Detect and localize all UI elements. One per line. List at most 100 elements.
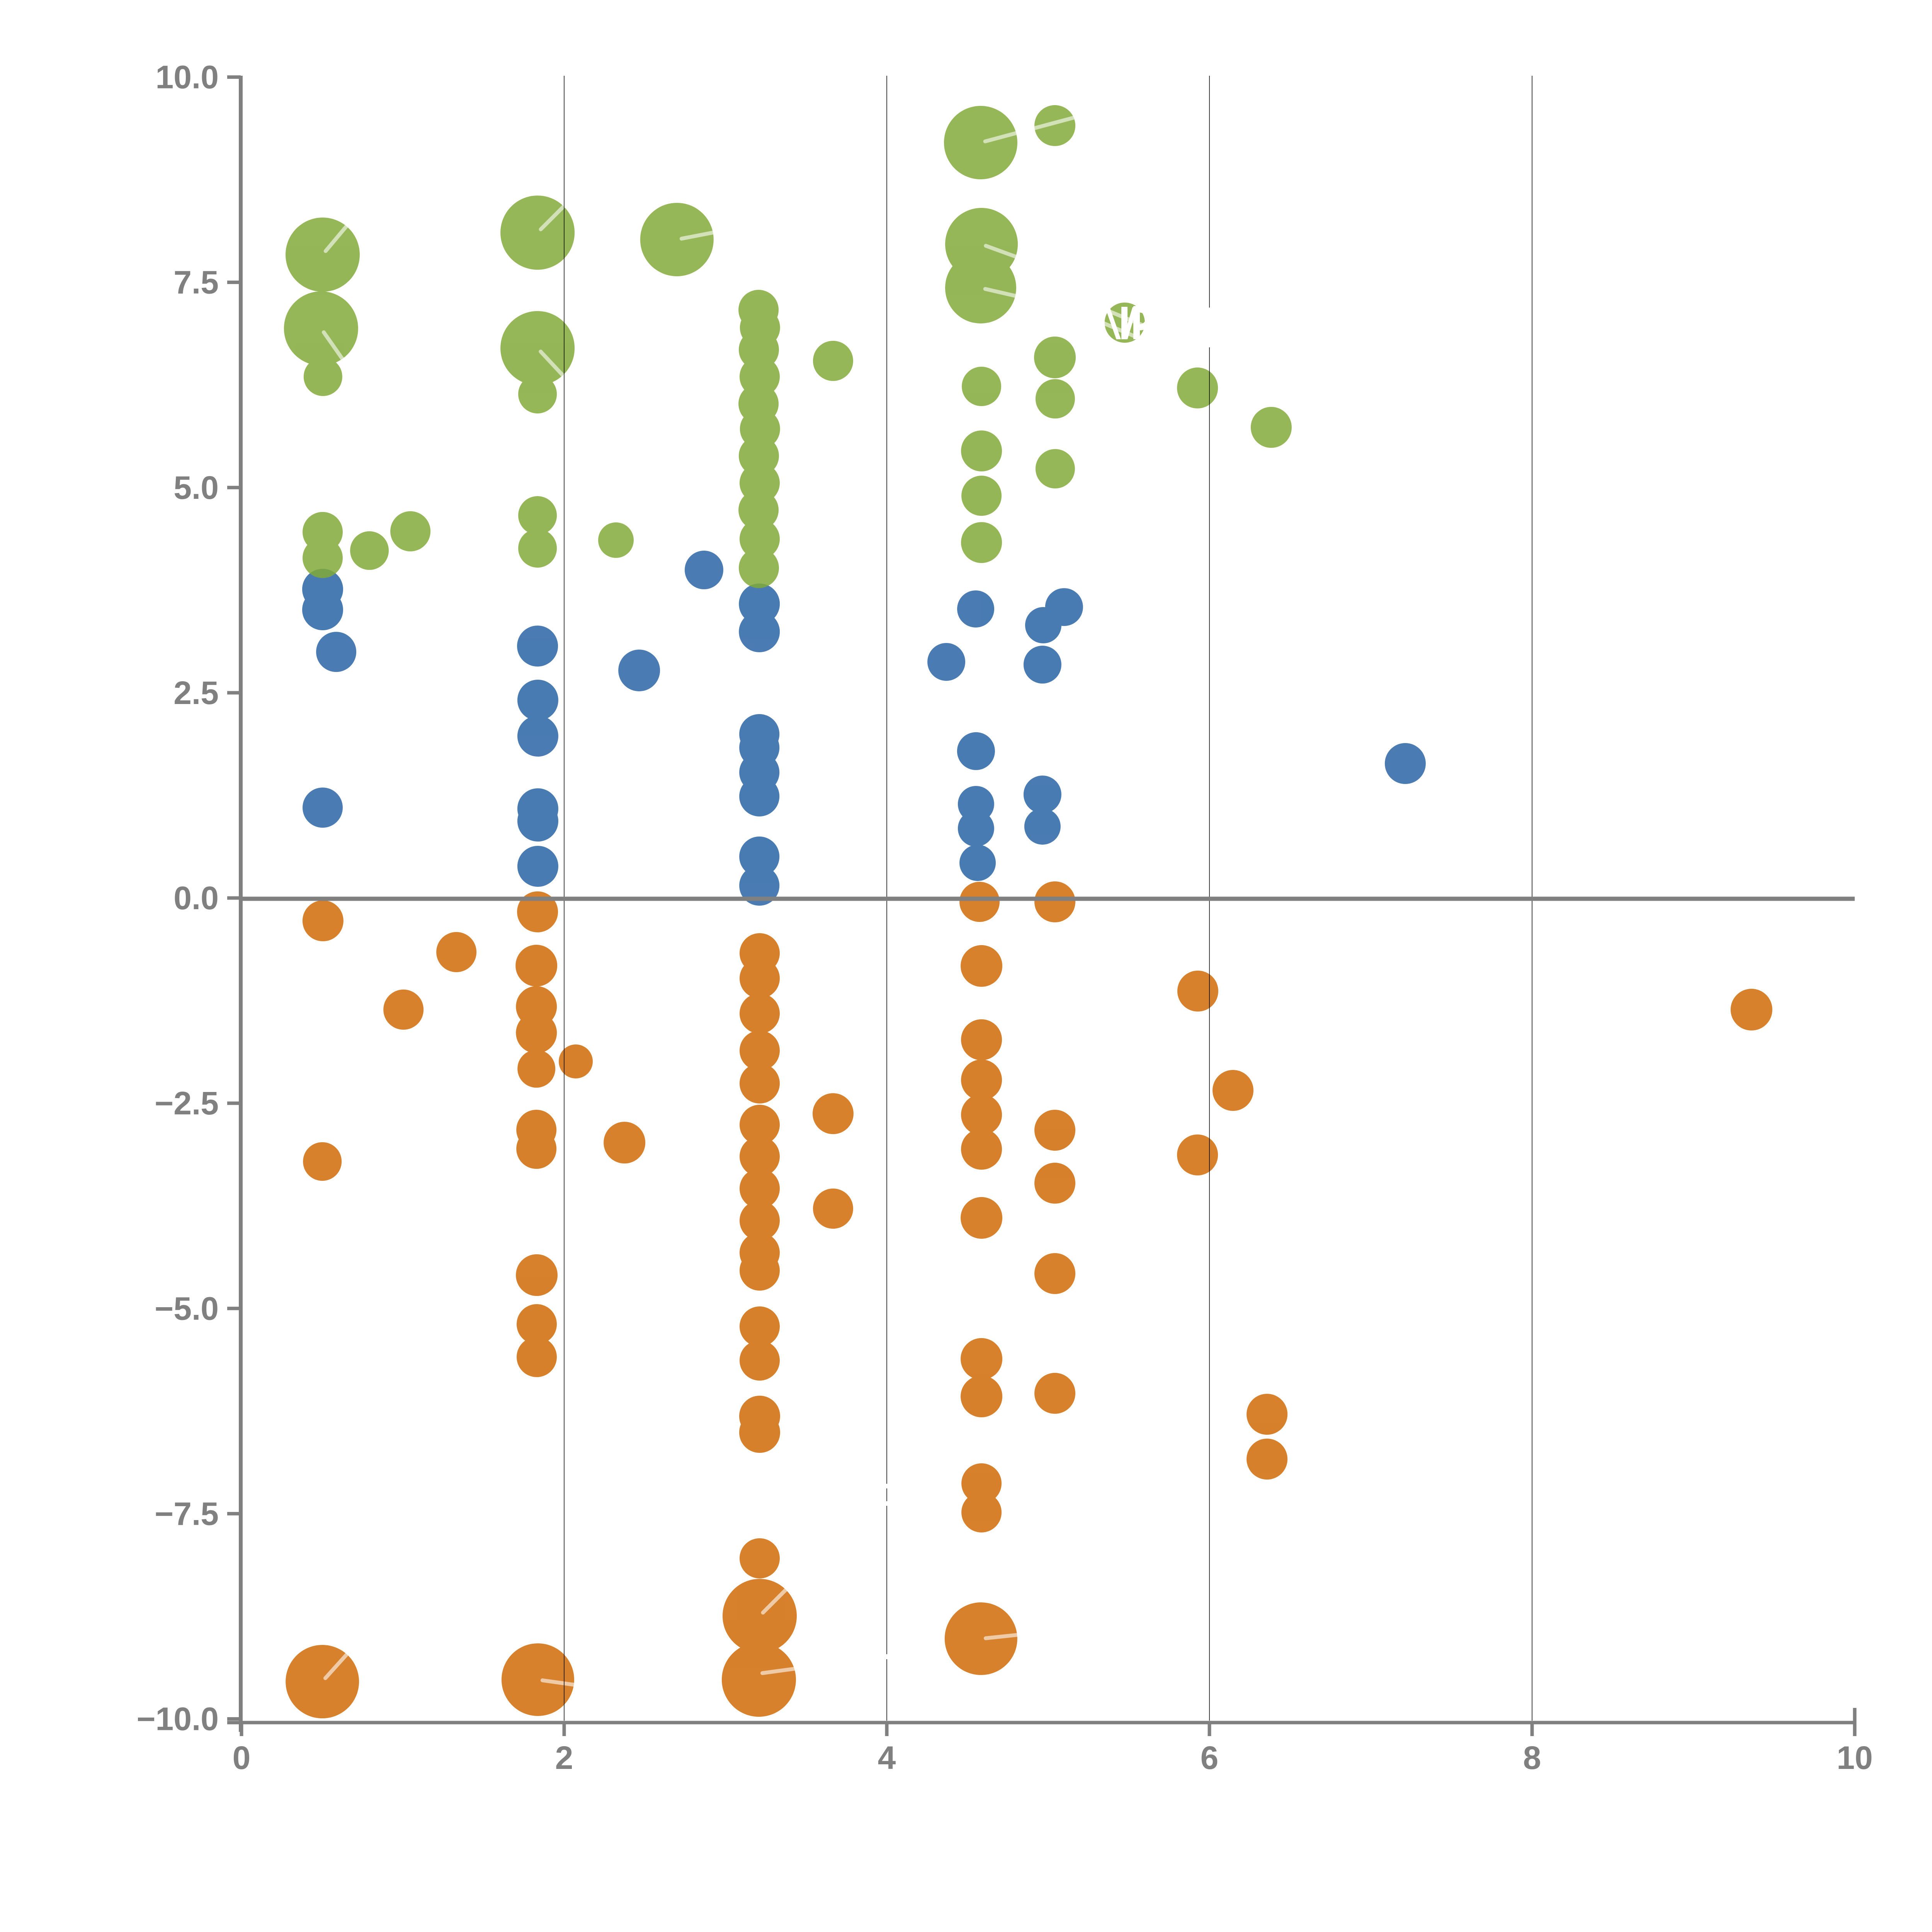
orange-bubble	[961, 1492, 1002, 1532]
blue-bubble	[1023, 776, 1061, 814]
blue-bubble	[618, 650, 660, 692]
green-bubble	[813, 340, 853, 381]
series-blue	[302, 551, 1426, 906]
blue-bubble	[517, 625, 558, 667]
y-tick-label: −7.5	[155, 1495, 219, 1532]
y-tick-label: 10.0	[156, 59, 219, 95]
blue-bubble	[1023, 646, 1061, 684]
orange-bubble	[517, 1304, 557, 1345]
blue-bubble	[316, 632, 357, 672]
gridline-gap	[884, 1484, 889, 1488]
label-fragment	[1133, 306, 1140, 339]
slash-ray	[983, 1633, 1019, 1640]
orange-bubble	[740, 993, 780, 1034]
slash-ray	[539, 203, 567, 231]
orange-bubble	[302, 900, 344, 942]
orange-bubble	[1247, 1439, 1288, 1480]
orange-bubble	[303, 1142, 342, 1181]
orange-bubble	[516, 1012, 557, 1054]
y-tick-label: 0.0	[173, 880, 219, 916]
orange-bubble	[813, 1188, 853, 1229]
blue-bubble	[1025, 607, 1061, 644]
y-tick-label: 2.5	[173, 675, 219, 711]
orange-bubble	[961, 1463, 1002, 1503]
green-bubble	[740, 519, 780, 559]
y-tick-label: −10.0	[136, 1701, 219, 1737]
green-bubble	[598, 522, 634, 558]
slash-ray	[983, 287, 1018, 298]
orange-bubble	[1034, 1372, 1076, 1414]
orange-bubble	[739, 1412, 781, 1453]
orange-bubble	[501, 1643, 574, 1716]
orange-bubble	[1034, 1163, 1076, 1204]
orange-bubble	[740, 1030, 780, 1071]
orange-bubble	[1177, 1134, 1218, 1175]
slash-segment	[760, 1653, 895, 1675]
green-bubble	[303, 538, 343, 578]
gridline-gap	[884, 1654, 889, 1659]
blue-bubble	[957, 590, 995, 628]
orange-bubble	[961, 1060, 1002, 1101]
orange-bubble	[516, 1129, 557, 1169]
blue-bubble	[957, 810, 994, 847]
green-bubble	[1177, 367, 1218, 409]
axes	[227, 75, 1857, 1736]
orange-bubble	[740, 1168, 780, 1209]
slash-ray	[983, 115, 1077, 143]
slash-ray	[679, 230, 715, 241]
green-bubble	[738, 548, 779, 588]
blue-bubble	[517, 679, 558, 721]
blue-bubble	[517, 800, 558, 842]
orange-bubble	[740, 1538, 780, 1578]
orange-bubble	[740, 1340, 780, 1381]
orange-bubble	[559, 1044, 593, 1078]
white-label-fragments	[1105, 306, 1152, 339]
slash-ray	[323, 1652, 349, 1680]
green-bubble	[1035, 449, 1075, 489]
tick-labels: 10.0 7.5 5.0 2.5 0.0 −2.5 −5.0 −7.5 −10.0 0 2 4 6 8 10	[136, 59, 1872, 1776]
green-bubble	[961, 522, 1002, 563]
blue-bubble	[1384, 743, 1426, 784]
y-tick-label: 5.0	[173, 469, 219, 506]
orange-bubble	[515, 945, 558, 987]
green-bubble	[303, 357, 342, 396]
gridline-gaps	[884, 308, 1213, 1659]
orange-bubble	[383, 989, 424, 1030]
blue-bubble	[957, 732, 995, 770]
orange-bubble	[812, 1093, 854, 1134]
orange-bubble	[1730, 988, 1772, 1031]
orange-bubble	[604, 1122, 646, 1164]
orange-bubble	[1177, 970, 1218, 1012]
orange-bubble	[1247, 1394, 1288, 1435]
orange-bubble	[516, 1254, 558, 1296]
orange-bubble	[740, 958, 780, 998]
orange-bubble	[740, 1136, 780, 1177]
orange-bubble	[740, 1063, 780, 1104]
orange-bubble	[959, 881, 1000, 922]
blue-bubble	[739, 836, 780, 877]
orange-bubble	[517, 1337, 557, 1378]
orange-bubble	[944, 1602, 1017, 1675]
slash-ray	[323, 224, 349, 253]
green-bubble	[961, 475, 1002, 516]
slash-ray	[761, 1485, 890, 1615]
blue-bubble	[739, 611, 780, 653]
gridline-gap	[1207, 308, 1213, 347]
orange-bubble	[286, 1645, 359, 1719]
green-bubble	[518, 374, 557, 413]
y-tick-label: −5.0	[155, 1290, 219, 1327]
green-bubble	[961, 430, 1002, 471]
series-orange	[286, 881, 1772, 1719]
gridline-gap	[884, 1501, 889, 1506]
y-tick-label: −2.5	[155, 1085, 219, 1121]
green-bubble	[738, 490, 779, 530]
orange-bubble	[740, 1104, 780, 1145]
blue-bubble	[302, 589, 344, 631]
slash-ray	[321, 330, 345, 361]
orange-bubble	[740, 1306, 780, 1347]
green-bubble	[350, 531, 389, 570]
green-bubble	[390, 511, 431, 551]
green-bubble	[1250, 407, 1292, 448]
